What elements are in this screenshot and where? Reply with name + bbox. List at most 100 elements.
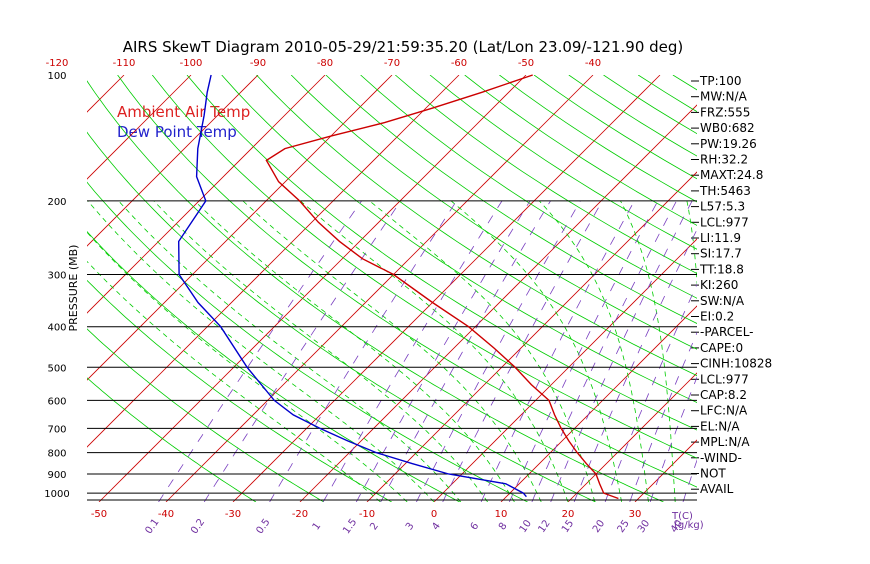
mixing-ratio-tick-label: 0.5 <box>254 517 272 536</box>
isotherm-line <box>0 75 124 502</box>
stability-index-item: SI:17.7 <box>700 247 742 261</box>
ambient-air-temp-line <box>266 75 618 499</box>
mixing-ratio-line <box>551 201 692 502</box>
stability-index-item: EL:N/A <box>700 419 740 433</box>
stability-index-item: AVAIL <box>700 482 734 496</box>
stability-index-item: L57:5.3 <box>700 200 745 214</box>
dry-adiabat-line <box>395 75 870 502</box>
pressure-tick-label: 300 <box>47 271 66 282</box>
bottom-temp-tick-label: -10 <box>359 509 375 520</box>
mixing-ratio-line <box>509 201 658 502</box>
isotherm-line <box>836 75 870 502</box>
stability-index-item: LCL:977 <box>700 215 749 229</box>
stability-index-item: WB0:682 <box>700 121 755 135</box>
dry-adiabat-line <box>361 75 870 502</box>
top-temp-tick-label: -40 <box>585 58 601 69</box>
bottom-temp-tick-label: 20 <box>562 509 575 520</box>
stability-index-item: TH:5463 <box>699 184 751 198</box>
stability-index-item: KI:260 <box>700 278 738 292</box>
top-temp-tick-label: -50 <box>518 58 534 69</box>
top-temp-tick-label: -70 <box>384 58 400 69</box>
mixing-ratio-tick-label: 1.5 <box>341 517 359 536</box>
stability-index-item: RH:32.2 <box>700 153 748 167</box>
mixing-ratio-tick-label: 1 <box>311 521 324 533</box>
stability-index-item: LFC:N/A <box>700 404 748 418</box>
top-temp-tick-label: -120 <box>46 58 69 69</box>
mixing-ratio-tick-label: 8 <box>497 521 510 533</box>
stability-index-item: LI:11.9 <box>700 231 741 245</box>
bottom-temp-tick-label: 0 <box>431 509 437 520</box>
bottom-temp-tick-label: -20 <box>292 509 308 520</box>
legend-ambient-air-temp: Ambient Air Temp <box>117 103 250 121</box>
isotherm-line <box>501 75 870 502</box>
isotherm-line <box>233 75 660 502</box>
pressure-tick-label: 1000 <box>44 489 69 500</box>
mixing-ratio-tick-label: 4 <box>430 521 443 533</box>
moist-adiabat-line <box>154 201 488 502</box>
stability-index-item: -WIND- <box>700 451 742 465</box>
mixing-ratio-tick-label: 3 <box>404 521 417 533</box>
mixing-ratio-tick-label: 6 <box>469 521 482 533</box>
stability-index-item: CAPE:0 <box>700 341 743 355</box>
moist-adiabat-line <box>300 201 568 502</box>
top-temp-tick-label: -100 <box>180 58 203 69</box>
dry-adiabat-line <box>499 75 870 502</box>
pressure-tick-label: 900 <box>47 470 66 481</box>
stability-index-item: MW:N/A <box>700 90 748 104</box>
stability-index-item: MPL:N/A <box>700 435 750 449</box>
mixing-ratio-line <box>532 201 677 502</box>
dry-adiabat-line <box>291 75 870 502</box>
mixing-ratio-tick-label: 2 <box>368 521 381 533</box>
mixing-ratio-tick-label: 10 <box>518 518 534 535</box>
pressure-tick-label: 800 <box>47 449 66 460</box>
bottom-temp-tick-label: -30 <box>225 509 241 520</box>
top-temp-tick-label: -110 <box>113 58 136 69</box>
pressure-tick-label: 100 <box>47 71 66 82</box>
stability-index-item: TT:18.8 <box>699 262 744 276</box>
moist-adiabat-line <box>451 201 621 502</box>
stability-index-item: TP:100 <box>699 74 742 88</box>
stability-index-item: NOT <box>700 467 726 481</box>
bottom-temp-tick-label: 30 <box>629 509 642 520</box>
stability-index-item: CINH:10828 <box>700 357 772 371</box>
bottom-temp-tick-label: -50 <box>91 509 107 520</box>
mixing-ratio-tick-label: 25 <box>616 518 632 535</box>
mixing-ratio-tick-label: 20 <box>591 518 607 535</box>
stability-index-item: CAP:8.2 <box>700 388 747 402</box>
mixing-ratio-tick-label: 0.2 <box>189 517 207 536</box>
stability-index-item: MAXT:24.8 <box>700 168 763 182</box>
top-temp-tick-label: -90 <box>250 58 266 69</box>
stability-index-item: PW:19.26 <box>700 137 757 151</box>
pressure-tick-label: 400 <box>47 323 66 334</box>
mixing-ratio-line <box>381 201 551 502</box>
mixing-ratio-line <box>270 201 457 502</box>
bottom-temp-tick-label: -40 <box>158 509 174 520</box>
moist-adiabat-line <box>370 201 595 502</box>
dry-adiabat-line <box>14 75 528 502</box>
stability-index-item: -PARCEL- <box>700 325 754 339</box>
mixing-ratio-line <box>443 201 603 502</box>
dry-adiabat-line <box>430 75 870 502</box>
top-temp-tick-label: -80 <box>317 58 333 69</box>
pressure-tick-label: 700 <box>47 424 66 435</box>
stability-index-item: LCL:977 <box>700 372 749 386</box>
mixing-ratio-line <box>159 201 362 502</box>
stability-index-item: SW:N/A <box>700 294 745 308</box>
mixing-ratio-tick-label: 15 <box>560 518 576 535</box>
top-temp-tick-label: -60 <box>451 58 467 69</box>
y-axis-label: PRESSURE (MB) <box>67 245 80 332</box>
legend-dew-point-temp: Dew Point Temp <box>117 123 237 141</box>
pressure-tick-label: 500 <box>47 363 66 374</box>
moist-adiabat-line <box>119 201 461 502</box>
mixing-ratio-line <box>204 201 401 502</box>
chart-title: AIRS SkewT Diagram 2010-05-29/21:59:35.2… <box>123 38 684 56</box>
mixing-ratio-tick-label: 12 <box>536 518 552 535</box>
moist-adiabat-line <box>88 201 434 502</box>
pressure-tick-label: 600 <box>47 396 66 407</box>
stability-index-item: FRZ:555 <box>700 105 750 119</box>
stability-index-item: EI:0.2 <box>700 310 734 324</box>
dry-adiabat-line <box>257 75 870 502</box>
